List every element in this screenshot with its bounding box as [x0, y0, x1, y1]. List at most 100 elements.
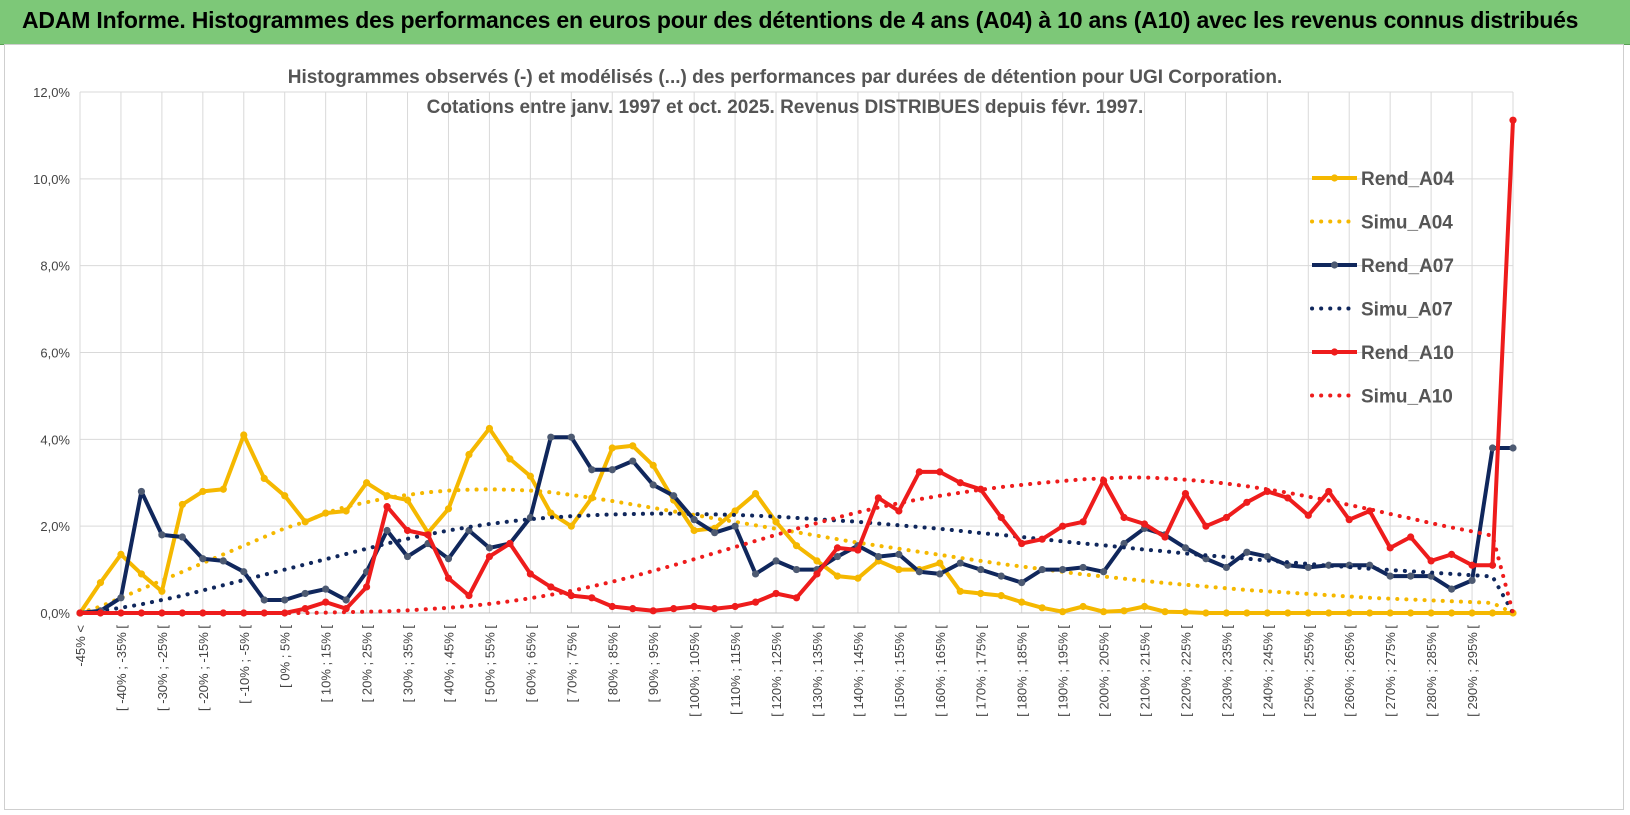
rend-a07-point [322, 585, 330, 593]
x-tick-label: [ 60% ; 65% [ [523, 625, 538, 703]
rend-a07-point [772, 557, 780, 565]
rend-a07-point [874, 552, 882, 561]
legend-marker-rend-a04 [1330, 174, 1339, 182]
x-tick-label: [ 140% ; 145% [ [851, 625, 866, 717]
x-tick-label: [ 260% ; 265% [ [1342, 625, 1357, 717]
x-tick-label: [ 150% ; 155% [ [892, 625, 907, 717]
rend-a07-point [997, 572, 1005, 580]
rend-a04-point [1488, 609, 1497, 617]
x-tick-label: [ 180% ; 185% [ [1015, 625, 1030, 717]
rend-a04-point [690, 526, 698, 535]
rend-a04-point [1202, 609, 1210, 617]
rend-a07-point [1038, 565, 1046, 574]
rend-a04-point [1263, 609, 1271, 617]
x-tick-label: [ 230% ; 235% [ [1219, 625, 1234, 717]
rend-a04-point [854, 574, 862, 582]
rend-a04-point [1386, 609, 1394, 617]
rend-a10-point [1018, 539, 1026, 548]
rend-a10-point [301, 605, 309, 613]
legend-marker-rend-a10 [1330, 348, 1339, 356]
rend-a10-point [1059, 522, 1067, 530]
rend-a07-point [1468, 576, 1476, 585]
x-tick-label: [ 130% ; 135% [ [810, 625, 825, 717]
rend-a07-line [79, 435, 1513, 615]
rend-a10-point [547, 583, 555, 591]
rend-a04-point [1447, 609, 1456, 617]
x-tick-label: [ 110% ; 115% [ [728, 625, 743, 715]
rend-a07-point [281, 596, 289, 604]
rend-a04-point [977, 589, 985, 598]
rend-a07-point [711, 529, 719, 537]
chart-frame: 0,0% 2,0% 4,0% 6,0% 8,0% 10,0% 12,0% -45% < [ -4… [4, 44, 1624, 810]
rend-a10-point [1304, 511, 1312, 519]
rend-a07-point [833, 552, 842, 561]
rend-a07-point [219, 557, 227, 565]
chart-svg: 0,0% 2,0% 4,0% 6,0% 8,0% 10,0% 12,0% -45% < [ -4… [33, 67, 1517, 717]
rend-a07-point [137, 487, 146, 496]
rend-a04-point [403, 496, 412, 504]
rend-a10-point [424, 531, 432, 539]
rend-a10-point [1079, 518, 1087, 526]
rend-a07-point [1263, 552, 1271, 561]
rend-a07-point [567, 433, 575, 441]
rend-a04-point [1345, 609, 1353, 617]
rend-a04-point [1038, 604, 1046, 612]
rend-a10-point [751, 598, 760, 606]
rend-a07-point [240, 568, 248, 576]
legend-label-simu-a04: Simu_A04 [1361, 213, 1453, 234]
banner-title: ADAM Informe. Histogrammes des performan… [22, 7, 1579, 33]
rend-a04-point [895, 565, 903, 574]
rend-a04-point [1161, 608, 1169, 616]
y-tick-label: 0,0% [40, 606, 70, 621]
rend-a10-point [485, 552, 494, 561]
x-tick-label: [ 240% ; 245% [ [1260, 625, 1275, 717]
legend-label-rend-a10: Rend_A10 [1361, 343, 1454, 364]
rend-a04-point [1407, 609, 1415, 617]
rend-a10-point [792, 594, 801, 602]
rend-a10-point [1140, 520, 1149, 528]
x-tick-label: [ 70% ; 75% [ [564, 625, 579, 703]
rend-a10-point [1161, 533, 1169, 541]
rend-a04-point [199, 487, 207, 496]
rend-a10-point [1509, 116, 1517, 124]
rend-a10-point [383, 503, 391, 511]
rend-a04-point [772, 518, 780, 526]
legend-label-rend-a07: Rend_A07 [1361, 256, 1454, 277]
rend-a10-point [1468, 561, 1476, 569]
rend-a04-point [1468, 609, 1476, 617]
rend-a07-point [608, 466, 616, 474]
rend-a10-point [1488, 561, 1497, 569]
rend-a04-point [608, 444, 616, 452]
rend-a10-point [670, 605, 678, 613]
rend-a07-point [792, 565, 801, 574]
rend-a07-point [117, 594, 125, 602]
rend-a10-point [1447, 550, 1456, 558]
rend-a07-point [1386, 572, 1394, 580]
rend-a04-point [1099, 608, 1108, 616]
x-tick-label: [ -30% ; -25% [ [155, 625, 170, 711]
rend-a07-point [629, 457, 637, 465]
x-tick-label: [ 210% ; 215% [ [1138, 625, 1153, 717]
rend-a07-point [444, 555, 453, 563]
rend-a04-point [792, 542, 801, 550]
rend-a07-point [485, 544, 494, 552]
rend-a07-point [1325, 561, 1333, 569]
rend-a10-point [1202, 522, 1210, 530]
rend-a10-point [833, 544, 842, 552]
rend-a04-point [936, 559, 944, 567]
rend-a10-point [1427, 557, 1435, 565]
rend-a04-point [526, 472, 534, 480]
x-tick-label: [ 280% ; 285% [ [1424, 625, 1439, 717]
rend-a04-point [281, 492, 289, 500]
y-tick-label: 12,0% [33, 85, 70, 100]
rend-a04-point [649, 461, 657, 469]
rend-a10-point [1038, 535, 1046, 543]
rend-a04-point [240, 431, 248, 439]
rend-a07-point [751, 570, 760, 578]
rend-a10-point [1407, 533, 1415, 541]
axes: 0,0% 2,0% 4,0% 6,0% 8,0% 10,0% 12,0% -45% < [ -4… [33, 85, 1513, 717]
rend-a04-point [260, 474, 268, 483]
rend-a10-point [506, 539, 514, 548]
x-tick-label: [ 200% ; 205% [ [1097, 625, 1112, 717]
rend-a04-point [1222, 609, 1230, 617]
